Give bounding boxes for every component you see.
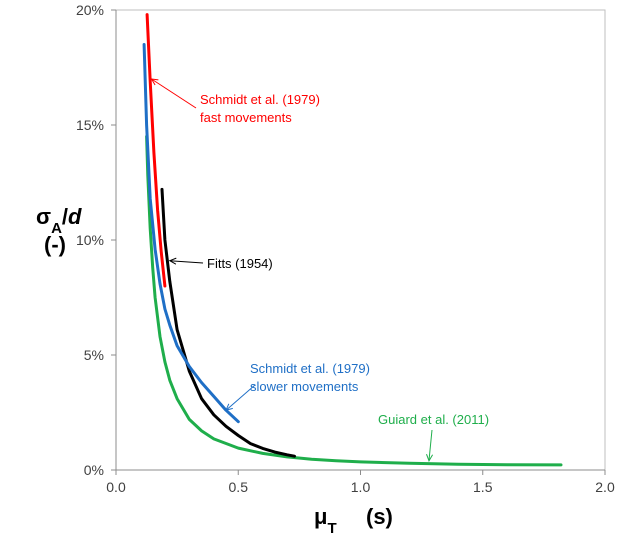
x-axis-label: μT bbox=[314, 504, 337, 534]
y-tick-label: 10% bbox=[76, 232, 104, 248]
x-axis-unit: (s) bbox=[366, 504, 393, 529]
plot-area bbox=[115, 9, 606, 471]
series-line-schmidt-et-al-1979-slower-movements bbox=[142, 43, 240, 424]
annotation-schmidt-fast-line-2: fast movements bbox=[200, 110, 292, 125]
series-line-schmidt-et-al-1979-fast-movements bbox=[145, 13, 167, 288]
annotation-fitts-arrow bbox=[169, 260, 204, 264]
annotation-fitts-line-1: Fitts (1954) bbox=[207, 256, 273, 271]
annotation-schmidt-slow-arrowhead bbox=[225, 403, 233, 411]
y-ticks: 0% 5% 10% 15% 20% bbox=[76, 2, 116, 478]
y-axis-label-sub: A bbox=[51, 220, 62, 237]
series-line-guiard-et-al-2011 bbox=[145, 135, 563, 467]
annotation-schmidt-fast-arrow bbox=[151, 78, 197, 109]
y-axis-label-sigma: σ bbox=[36, 204, 51, 229]
y-axis-label-var: d bbox=[68, 204, 82, 229]
annotation-schmidt-slow-arrow bbox=[225, 384, 256, 411]
y-axis-unit: (-) bbox=[44, 232, 66, 257]
annotation-fitts-arrowhead bbox=[168, 257, 177, 265]
x-tick-label: 1.5 bbox=[473, 479, 493, 495]
annotation-schmidt-fast: Schmidt et al. (1979) fast movements bbox=[150, 78, 320, 125]
x-axis-label-sub: T bbox=[327, 520, 336, 534]
x-tick-label: 2.0 bbox=[595, 479, 615, 495]
annotation-layer: Schmidt et al. (1979) fast movements Fitts… bbox=[150, 78, 489, 462]
x-axis-label-mu: μ bbox=[314, 504, 327, 529]
y-tick-label: 20% bbox=[76, 2, 104, 18]
y-axis-label: σA/d bbox=[36, 204, 82, 237]
series-layer bbox=[142, 13, 563, 467]
y-axis-label-slash: / bbox=[62, 204, 68, 229]
y-tick-label: 0% bbox=[84, 462, 104, 478]
annotation-fitts: Fitts (1954) bbox=[168, 256, 273, 271]
x-tick-label: 1.0 bbox=[351, 479, 371, 495]
annotation-guiard-arrowhead bbox=[426, 454, 434, 462]
annotation-schmidt-fast-line-1: Schmidt et al. (1979) bbox=[200, 92, 320, 107]
x-ticks: 0.0 0.5 1.0 1.5 2.0 bbox=[106, 470, 615, 495]
y-tick-label: 15% bbox=[76, 117, 104, 133]
annotation-schmidt-slow-line-1: Schmidt et al. (1979) bbox=[250, 361, 370, 376]
x-tick-label: 0.0 bbox=[106, 479, 126, 495]
annotation-schmidt-slow-line-2: slower movements bbox=[250, 379, 359, 394]
annotation-guiard-arrow bbox=[428, 429, 433, 461]
x-tick-label: 0.5 bbox=[229, 479, 249, 495]
annotation-schmidt-slow: Schmidt et al. (1979) slower movements bbox=[225, 361, 370, 411]
y-tick-label: 5% bbox=[84, 347, 104, 363]
annotation-schmidt-fast-arrowhead bbox=[150, 78, 159, 86]
annotation-guiard-line-1: Guiard et al. (2011) bbox=[378, 412, 489, 427]
series-line-fitts-1954 bbox=[160, 187, 296, 458]
annotation-guiard: Guiard et al. (2011) bbox=[378, 412, 489, 462]
